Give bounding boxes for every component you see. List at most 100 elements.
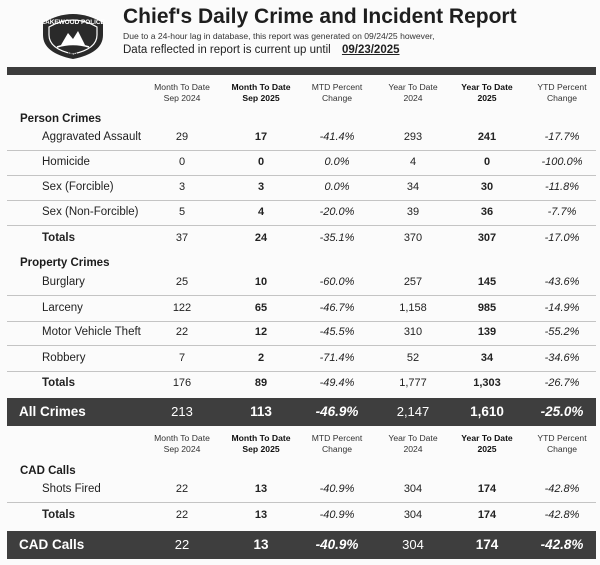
column-headers-top: Month To Date Sep 2024 Month To Date Sep 2… <box>7 82 596 112</box>
table-cell: 1,303 <box>473 377 501 389</box>
header-line: Change <box>546 93 578 103</box>
table-cell: 122 <box>172 302 192 314</box>
table-cell: -26.7% <box>544 377 580 389</box>
section-property-crimes: Property Crimes <box>20 257 110 269</box>
lakewood-police-badge-logo: LAKEWOOD POLICE WA <box>41 14 106 59</box>
header-line: Month To Date <box>231 82 291 92</box>
current-through: Data reflected in report is current up u… <box>123 44 400 56</box>
header-mtd-2025: Month To Date Sep 2025 <box>216 433 306 455</box>
table-cell: 17 <box>254 131 268 143</box>
header-line: Change <box>321 93 353 103</box>
table-cell: 370 <box>403 232 423 244</box>
table-cell: -7.7% <box>547 206 577 218</box>
header-line: YTD Percent <box>537 433 587 443</box>
table-cell: 307 <box>477 232 497 244</box>
table-cell: -71.4% <box>319 352 355 364</box>
table-cell: 3 <box>257 181 265 193</box>
table-row: Aggravated Assault 29 17 -41.4% 293 241 … <box>7 125 596 151</box>
current-date: 09/23/2025 <box>341 44 400 56</box>
table-cell: -17.0% <box>544 232 580 244</box>
table-row: Burglary 25 10 -60.0% 257 145 -43.6% <box>7 270 596 296</box>
header-line: MTD Percent <box>311 433 363 443</box>
table-cell: 7 <box>178 352 186 364</box>
header-line: Year To Date <box>461 82 513 92</box>
header-mtd-pct: MTD Percent Change <box>292 433 382 455</box>
row-label: Motor Vehicle Theft <box>42 326 141 338</box>
row-label: Robbery <box>42 352 86 364</box>
row-label: Totals <box>42 232 76 244</box>
table-cell: 5 <box>178 206 186 218</box>
header-line: Sep 2024 <box>163 444 201 454</box>
table-cell: 174 <box>475 537 499 552</box>
table-cell: 30 <box>480 181 494 193</box>
table-cell: -43.6% <box>544 276 580 288</box>
totals-row-property: Totals 176 89 -49.4% 1,777 1,303 -26.7% <box>7 371 596 396</box>
table-row: Motor Vehicle Theft 22 12 -45.5% 310 139… <box>7 320 596 346</box>
totals-row-cad: Totals 22 13 -40.9% 304 174 -42.8% <box>7 503 596 528</box>
header-line: 2025 <box>477 444 497 454</box>
header-line: Month To Date <box>154 82 210 92</box>
all-crimes-label: All Crimes <box>19 404 86 419</box>
table-cell: -34.6% <box>544 352 580 364</box>
table-cell: -46.9% <box>315 404 359 419</box>
table-cell: 13 <box>254 509 268 521</box>
header-ytd-2025: Year To Date 2025 <box>442 433 532 455</box>
table-cell: 257 <box>403 276 423 288</box>
table-cell: 65 <box>254 302 268 314</box>
table-cell: 24 <box>254 232 268 244</box>
cad-calls-label: CAD Calls <box>19 537 85 552</box>
all-crimes-summary-bar: All Crimes 213 113 -46.9% 2,147 1,610 -2… <box>7 398 596 426</box>
table-cell: 52 <box>406 352 420 364</box>
header-line: Month To Date <box>231 433 291 443</box>
cad-calls-summary-bar: CAD Calls 22 13 -40.9% 304 174 -42.8% <box>7 531 596 559</box>
section-cad-calls: CAD Calls <box>20 465 76 477</box>
table-cell: 0.0% <box>324 156 350 168</box>
table-row: Robbery 7 2 -71.4% 52 34 -34.6% <box>7 346 596 372</box>
header-line: 2024 <box>403 444 423 454</box>
table-cell: 1,610 <box>470 404 504 419</box>
table-cell: -40.9% <box>319 509 355 521</box>
logo-text-bottom: WA <box>68 52 78 58</box>
table-cell: 0.0% <box>324 181 350 193</box>
header-line: Month To Date <box>154 433 210 443</box>
header-line: Sep 2024 <box>163 93 201 103</box>
table-cell: 293 <box>403 131 423 143</box>
table-cell: 25 <box>175 276 189 288</box>
table-cell: 22 <box>175 326 189 338</box>
table-cell: -14.9% <box>544 302 580 314</box>
table-cell: 0 <box>257 156 265 168</box>
table-cell: -17.7% <box>544 131 580 143</box>
table-cell: 34 <box>480 352 494 364</box>
table-cell: -41.4% <box>319 131 355 143</box>
table-cell: -100.0% <box>541 156 583 168</box>
header-line: MTD Percent <box>311 82 363 92</box>
row-label: Homicide <box>42 156 90 168</box>
table-cell: 89 <box>254 377 268 389</box>
row-label: Larceny <box>42 302 83 314</box>
table-cell: 1,777 <box>399 377 427 389</box>
row-label: Shots Fired <box>42 483 101 495</box>
table-cell: -42.8% <box>544 509 580 521</box>
header-line: 2025 <box>477 93 497 103</box>
table-cell: -55.2% <box>544 326 580 338</box>
header-mtd-2024: Month To Date Sep 2024 <box>137 433 227 455</box>
table-cell: 139 <box>477 326 497 338</box>
table-cell: -25.0% <box>540 404 584 419</box>
section-person-crimes: Person Crimes <box>20 113 102 125</box>
table-cell: -35.1% <box>319 232 355 244</box>
table-cell: -45.5% <box>319 326 355 338</box>
table-cell: 176 <box>172 377 192 389</box>
header-mtd-2025: Month To Date Sep 2025 <box>216 82 306 104</box>
logo-text-top: LAKEWOOD POLICE <box>41 19 105 26</box>
table-cell: 22 <box>175 509 189 521</box>
table-cell: 0 <box>483 156 491 168</box>
table-cell: 29 <box>175 131 189 143</box>
header-ytd-pct: YTD Percent Change <box>517 433 600 455</box>
table-cell: 4 <box>257 206 265 218</box>
table-cell: 10 <box>254 276 268 288</box>
table-cell: -40.9% <box>315 537 359 552</box>
header-line: YTD Percent <box>537 82 587 92</box>
table-cell: 985 <box>477 302 497 314</box>
header-divider-bar <box>7 67 596 75</box>
table-cell: 310 <box>403 326 423 338</box>
